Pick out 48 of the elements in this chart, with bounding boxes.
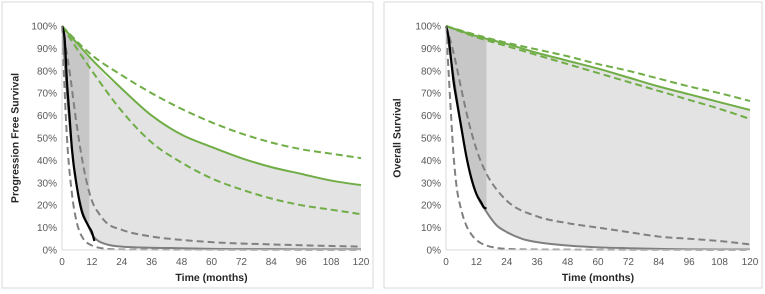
x-axis-title: Time (months) (562, 272, 634, 284)
x-tick-label: 72 (622, 257, 634, 268)
y-axis-title: Overall Survival (392, 98, 404, 178)
y-tick-label: 40% (36, 156, 58, 167)
y-tick-label: 20% (36, 200, 58, 212)
y-tick-label: 30% (420, 178, 442, 190)
x-tick-label: 96 (296, 257, 308, 268)
x-tick-label: 72 (236, 257, 248, 268)
y-tick-label: 90% (36, 44, 58, 55)
x-tick-label: 36 (532, 257, 544, 268)
y-tick-label: 10% (36, 223, 58, 234)
x-tick-label: 48 (176, 257, 188, 268)
x-tick-label: 60 (592, 257, 604, 268)
y-tick-label: 20% (420, 200, 442, 212)
y-tick-label: 60% (36, 111, 58, 122)
x-tick-label: 36 (146, 257, 158, 268)
x-tick-label: 120 (352, 257, 370, 268)
x-axis-title: Time (months) (175, 272, 248, 284)
x-tick-label: 0 (59, 257, 66, 268)
x-tick-label: 84 (266, 257, 278, 268)
x-tick-label: 24 (116, 257, 128, 268)
x-tick-label: 108 (711, 257, 728, 268)
x-tick-label: 48 (562, 257, 574, 268)
y-tick-label: 80% (420, 66, 442, 78)
y-tick-label: 70% (420, 88, 442, 100)
y-tick-label: 10% (420, 223, 442, 234)
x-tick-label: 84 (653, 257, 665, 268)
y-tick-label: 80% (36, 66, 58, 78)
x-tick-label: 120 (742, 257, 759, 268)
y-tick-label: 50% (36, 134, 58, 144)
x-tick-label: 108 (322, 257, 340, 268)
y-axis-title: Progression Free Survival (10, 72, 22, 204)
x-tick-label: 24 (501, 257, 513, 268)
x-tick-label: 12 (86, 257, 98, 268)
y-tick-label: 40% (420, 156, 442, 167)
x-tick-label: 0 (443, 257, 450, 268)
y-tick-label: 50% (420, 134, 442, 144)
x-tick-label: 60 (206, 257, 218, 268)
y-tick-label: 0% (426, 246, 442, 256)
y-tick-label: 90% (420, 44, 442, 55)
x-tick-label: 96 (684, 257, 696, 268)
y-tick-label: 60% (420, 111, 442, 122)
y-tick-label: 0% (42, 246, 58, 256)
x-tick-label: 12 (470, 257, 482, 268)
y-tick-label: 30% (36, 178, 58, 190)
y-tick-label: 100% (31, 22, 58, 32)
y-tick-label: 70% (36, 88, 58, 100)
y-tick-label: 100% (415, 22, 442, 32)
